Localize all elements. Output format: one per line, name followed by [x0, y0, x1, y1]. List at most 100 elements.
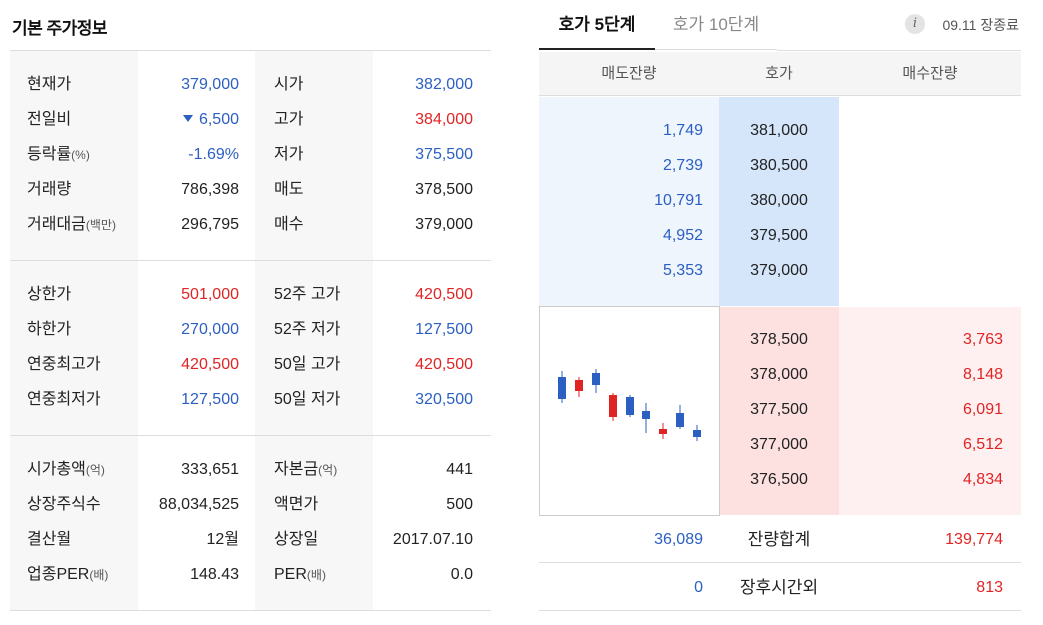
bid-row[interactable]: 377,500 6,091 — [539, 392, 1021, 427]
field-label: 자본금(억) — [274, 461, 338, 478]
info-row: 연중최저가 127,500 50일 저가 320,500 — [10, 382, 491, 417]
field-value: 441 — [446, 461, 473, 478]
field-value: 378,500 — [415, 181, 473, 198]
field-label: 업종PER(배) — [27, 566, 109, 583]
ask-row[interactable]: 4,952 379,500 — [539, 218, 1021, 253]
mini-candle-chart — [539, 306, 720, 516]
field-label: 상한가 — [27, 286, 72, 303]
divider — [10, 610, 491, 611]
field-value: 382,000 — [415, 76, 473, 93]
field-label: 시가총액(억) — [27, 461, 105, 478]
summary-row: 36,089 잔량합계 139,774 — [539, 516, 1021, 563]
field-value: 379,000 — [181, 76, 239, 93]
field-label: 하한가 — [27, 321, 72, 338]
info-row: 결산월 12월 상장일 2017.07.10 — [10, 522, 491, 557]
candle-body — [642, 411, 650, 419]
summary-label: 장후시간외 — [739, 578, 819, 597]
info-row: 전일비 6,500 고가 384,000 — [10, 102, 491, 137]
bid-price: 378,500 — [750, 331, 808, 348]
info-row: 하한가 270,000 52주 저가 127,500 — [10, 312, 491, 347]
field-value: 12월 — [206, 531, 239, 548]
tab-orderbook-10[interactable]: 호가 10단계 — [655, 0, 777, 50]
bid-price: 378,000 — [750, 366, 808, 383]
field-label: 50일 저가 — [274, 391, 341, 408]
bid-price: 377,500 — [750, 401, 808, 418]
field-label: 현재가 — [27, 76, 72, 93]
info-icon[interactable]: i — [905, 14, 925, 34]
bid-qty: 6,512 — [962, 436, 1003, 453]
field-value: 786,398 — [181, 181, 239, 198]
bid-price-bg — [719, 307, 839, 515]
down-arrow-icon — [182, 115, 193, 122]
field-value: 420,500 — [415, 286, 473, 303]
ask-price: 380,000 — [750, 192, 808, 209]
info-row: 시가총액(억) 333,651 자본금(억) 441 — [10, 452, 491, 487]
field-value: 88,034,525 — [158, 496, 239, 513]
field-value: 420,500 — [415, 356, 473, 373]
summary-row: 0 장후시간외 813 — [539, 564, 1021, 611]
orderbook-panel: 호가 5단계 호가 10단계 i 09.11 장종료 매도잔량 호가 매수잔량 … — [539, 0, 1021, 625]
bid-price: 376,500 — [750, 471, 808, 488]
ask-qty: 1,749 — [662, 122, 703, 139]
field-value: 375,500 — [415, 146, 473, 163]
info-row: 거래대금(백만) 296,795 매수 379,000 — [10, 207, 491, 242]
field-label: 상장주식수 — [27, 496, 101, 513]
field-value: 127,500 — [181, 391, 239, 408]
field-label: 전일비 — [27, 111, 72, 128]
ask-qty-bg — [539, 97, 719, 306]
field-label: 연중최고가 — [27, 356, 101, 373]
field-label: PER(배) — [274, 566, 326, 583]
field-label: 52주 저가 — [274, 321, 341, 338]
field-label: 연중최저가 — [27, 391, 101, 408]
field-value: 333,651 — [181, 461, 239, 478]
ask-price-bg — [719, 97, 839, 306]
bid-row[interactable]: 377,000 6,512 — [539, 427, 1021, 462]
field-value: 127,500 — [415, 321, 473, 338]
bid-qty: 8,148 — [962, 366, 1003, 383]
field-label: 상장일 — [274, 531, 319, 548]
field-label: 등락률(%) — [27, 146, 90, 163]
market-status: 09.11 장종료 — [942, 17, 1019, 33]
ask-qty: 5,353 — [662, 262, 703, 279]
ask-price: 379,500 — [750, 227, 808, 244]
divider — [10, 260, 491, 261]
field-label: 저가 — [274, 146, 304, 163]
ask-qty-header: 매도잔량 — [601, 65, 657, 82]
field-value: 320,500 — [415, 391, 473, 408]
ask-row[interactable]: 1,749 381,000 — [539, 113, 1021, 148]
info-row: 등락률(%) -1.69% 저가 375,500 — [10, 137, 491, 172]
ask-row[interactable]: 5,353 379,000 — [539, 253, 1021, 288]
field-label: 거래대금(백만) — [27, 216, 116, 233]
ask-price: 381,000 — [750, 122, 808, 139]
candle-body — [575, 380, 583, 391]
bid-row[interactable]: 378,500 3,763 — [539, 322, 1021, 357]
bid-qty-bg — [839, 307, 1021, 515]
candle-body — [676, 413, 684, 427]
bid-row[interactable]: 378,000 8,148 — [539, 357, 1021, 392]
field-value: 6,500 — [182, 102, 239, 137]
ask-price: 379,000 — [750, 262, 808, 279]
field-label: 결산월 — [27, 531, 72, 548]
ask-row[interactable]: 10,791 380,000 — [539, 183, 1021, 218]
summary-bid: 813 — [976, 579, 1003, 596]
bid-qty: 3,763 — [962, 331, 1003, 348]
info-row: 연중최고가 420,500 50일 고가 420,500 — [10, 347, 491, 382]
ask-qty: 4,952 — [662, 227, 703, 244]
divider — [10, 50, 491, 51]
ask-row[interactable]: 2,739 380,500 — [539, 148, 1021, 183]
tab-orderbook-5[interactable]: 호가 5단계 — [539, 0, 655, 50]
field-label: 50일 고가 — [274, 356, 341, 373]
candle-body — [592, 373, 600, 385]
field-label: 매수 — [274, 216, 304, 233]
orderbook-header: 매도잔량 호가 매수잔량 — [539, 52, 1021, 96]
candle-chart-svg — [558, 369, 701, 441]
candle-body — [609, 395, 617, 417]
label-column-bg — [255, 51, 373, 610]
field-label: 시가 — [274, 76, 304, 93]
info-row: 현재가 379,000 시가 382,000 — [10, 67, 491, 102]
summary-label: 잔량합계 — [747, 530, 811, 549]
price-header: 호가 — [765, 65, 793, 82]
bid-row[interactable]: 376,500 4,834 — [539, 462, 1021, 497]
ask-price: 380,500 — [750, 157, 808, 174]
field-label: 거래량 — [27, 181, 72, 198]
